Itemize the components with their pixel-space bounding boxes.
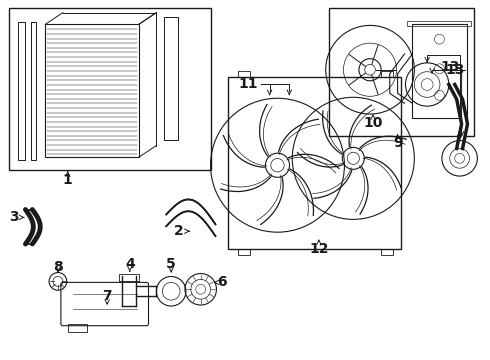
Text: 13: 13 xyxy=(440,60,460,74)
Bar xyxy=(381,71,392,77)
Bar xyxy=(45,24,139,157)
Text: 9: 9 xyxy=(393,136,402,150)
Text: 13: 13 xyxy=(445,63,465,77)
Text: 4: 4 xyxy=(125,257,135,271)
Bar xyxy=(381,249,392,255)
Text: 8: 8 xyxy=(53,260,63,274)
Text: 2: 2 xyxy=(174,224,184,238)
Text: 3: 3 xyxy=(9,210,19,224)
Bar xyxy=(119,274,139,282)
Text: 12: 12 xyxy=(309,242,329,256)
Text: 10: 10 xyxy=(363,116,383,130)
Text: 1: 1 xyxy=(63,173,73,187)
Bar xyxy=(228,77,400,249)
Bar xyxy=(238,249,250,255)
Bar xyxy=(408,21,471,26)
Text: 11: 11 xyxy=(238,77,258,91)
Bar xyxy=(329,8,474,136)
Bar xyxy=(68,324,88,332)
Bar xyxy=(18,22,25,160)
Bar xyxy=(164,17,178,140)
Bar xyxy=(238,71,250,77)
Bar xyxy=(31,22,36,160)
Text: 7: 7 xyxy=(102,289,112,303)
Bar xyxy=(9,8,211,170)
Bar xyxy=(413,24,466,118)
Text: 6: 6 xyxy=(218,275,227,289)
Text: 5: 5 xyxy=(166,257,176,271)
